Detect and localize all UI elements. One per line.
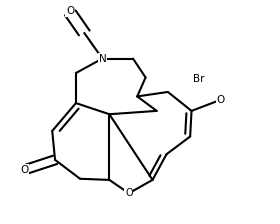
Text: O: O [217,95,225,105]
Text: Br: Br [193,74,204,84]
Text: O: O [20,165,29,175]
Text: O: O [125,188,133,198]
Text: N: N [99,54,106,64]
Text: O: O [66,6,74,16]
